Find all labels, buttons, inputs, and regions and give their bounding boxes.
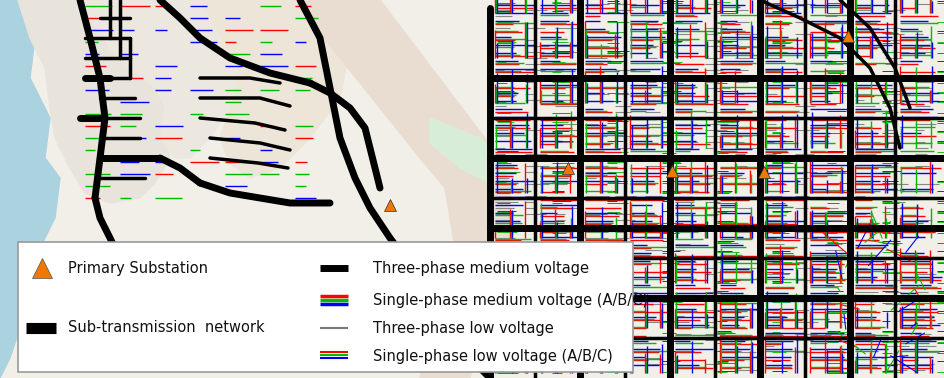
Polygon shape bbox=[80, 0, 250, 158]
Text: Three-phase medium voltage: Three-phase medium voltage bbox=[373, 260, 588, 276]
Polygon shape bbox=[299, 0, 510, 378]
Text: Single-phase low voltage (A/B/C): Single-phase low voltage (A/B/C) bbox=[373, 349, 612, 364]
Text: Single-phase medium voltage (A/B/C): Single-phase medium voltage (A/B/C) bbox=[373, 293, 648, 307]
Text: Sub-transmission  network: Sub-transmission network bbox=[68, 321, 264, 336]
Text: Primary Substation: Primary Substation bbox=[68, 260, 208, 276]
Polygon shape bbox=[18, 0, 179, 203]
Polygon shape bbox=[0, 0, 59, 378]
Polygon shape bbox=[430, 118, 510, 183]
Text: Three-phase low voltage: Three-phase low voltage bbox=[373, 321, 553, 336]
Polygon shape bbox=[200, 0, 349, 178]
Bar bbox=[18, 242, 632, 372]
